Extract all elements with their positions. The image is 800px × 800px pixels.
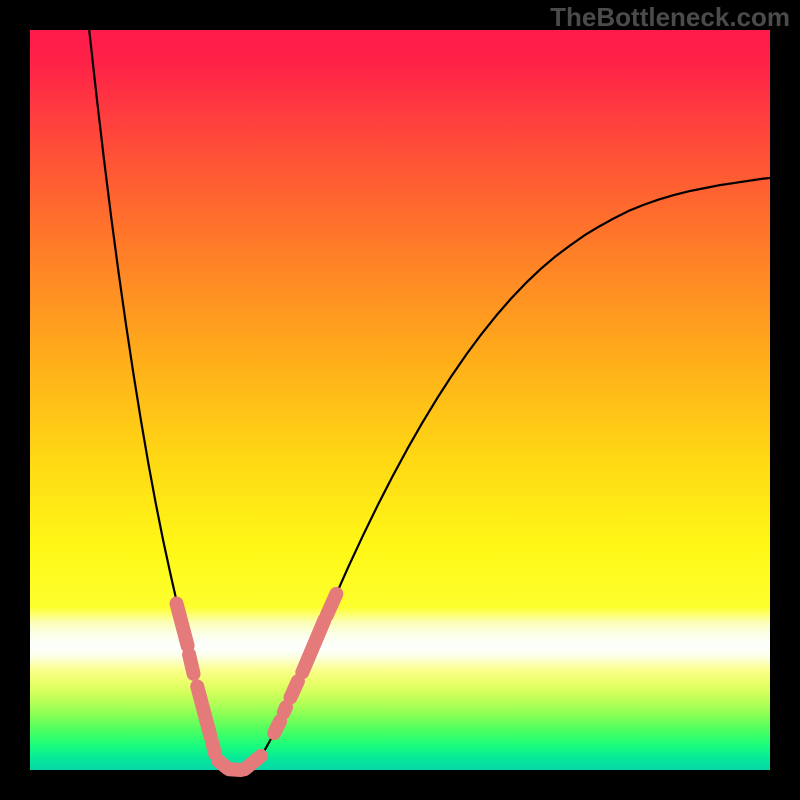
plot-gradient-background: [30, 30, 770, 770]
watermark-text: TheBottleneck.com: [550, 2, 790, 33]
